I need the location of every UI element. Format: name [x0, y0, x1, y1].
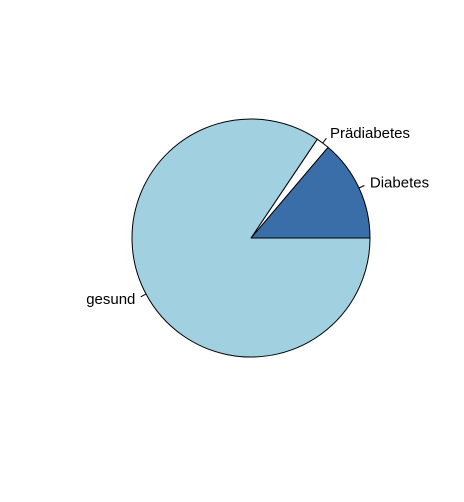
pie-slices	[131, 118, 371, 358]
pie-tick-gesund	[140, 293, 147, 298]
pie-labels: Diabetes Prädiabetes gesund	[86, 125, 429, 308]
pie-label-pradiabetes: Prädiabetes	[330, 125, 410, 142]
pie-label-gesund: gesund	[86, 291, 135, 308]
pie-label-ticks	[140, 137, 365, 298]
pie-tick-diabetes	[358, 185, 365, 189]
pie-label-diabetes: Diabetes	[370, 174, 429, 191]
pie-tick-pradiabetes	[322, 137, 327, 144]
